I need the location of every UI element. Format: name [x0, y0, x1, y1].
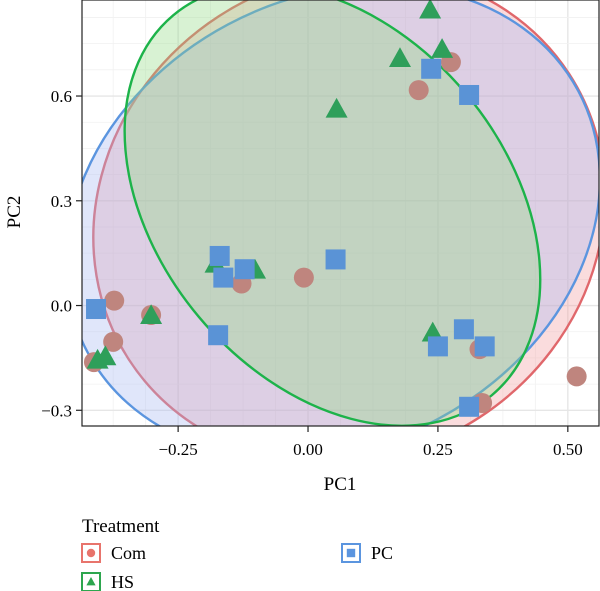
x-tick-label: 0.00 [293, 440, 323, 459]
point-pc [208, 325, 229, 346]
y-axis-ticks: −0.3 0.0 0.3 0.6 [41, 87, 82, 420]
point-pc [325, 249, 346, 270]
legend-key-triangle [86, 577, 96, 586]
x-tick-label: 0.50 [553, 440, 583, 459]
legend-key-square [346, 548, 356, 558]
x-axis-label: PC1 [324, 474, 357, 495]
y-axis-label: PC2 [4, 196, 25, 229]
legend-title: Treatment [82, 516, 160, 537]
point-com [293, 267, 314, 288]
y-tick-label: 0.0 [51, 297, 72, 316]
x-tick-label: −0.25 [158, 440, 197, 459]
x-axis-ticks: −0.25 0.00 0.25 0.50 [158, 426, 583, 459]
y-tick-label: 0.3 [51, 192, 72, 211]
legend-item-pc: PC [341, 543, 393, 563]
point-com [408, 80, 429, 101]
point-hs [419, 0, 442, 19]
point-hs [388, 47, 411, 67]
x-tick-label: 0.25 [423, 440, 453, 459]
point-pc [474, 336, 495, 357]
legend-item-hs: HS [81, 572, 134, 591]
point-hs [86, 348, 109, 369]
point-pc [213, 267, 234, 288]
legend-item-com: Com [81, 543, 146, 563]
data-points [83, 0, 587, 417]
legend: Com HS PC [81, 543, 393, 591]
point-pc [234, 259, 255, 280]
legend-label: Com [111, 543, 146, 563]
legend-label: PC [371, 543, 393, 563]
point-hs [431, 38, 454, 58]
point-pc [86, 299, 107, 320]
point-pc [421, 58, 442, 79]
y-tick-label: −0.3 [41, 401, 72, 420]
plot-panel-border [81, 0, 600, 427]
point-pc [459, 84, 480, 105]
point-pc [459, 396, 480, 417]
legend-key-circle [86, 548, 96, 558]
point-hs [140, 304, 163, 324]
point-pc [427, 336, 448, 357]
point-hs [325, 97, 348, 118]
point-pc [209, 245, 230, 266]
point-com [104, 290, 125, 311]
point-com [566, 366, 587, 387]
point-com [103, 331, 124, 352]
y-tick-label: 0.6 [51, 87, 72, 106]
legend-label: HS [111, 572, 134, 591]
point-pc [453, 319, 474, 340]
